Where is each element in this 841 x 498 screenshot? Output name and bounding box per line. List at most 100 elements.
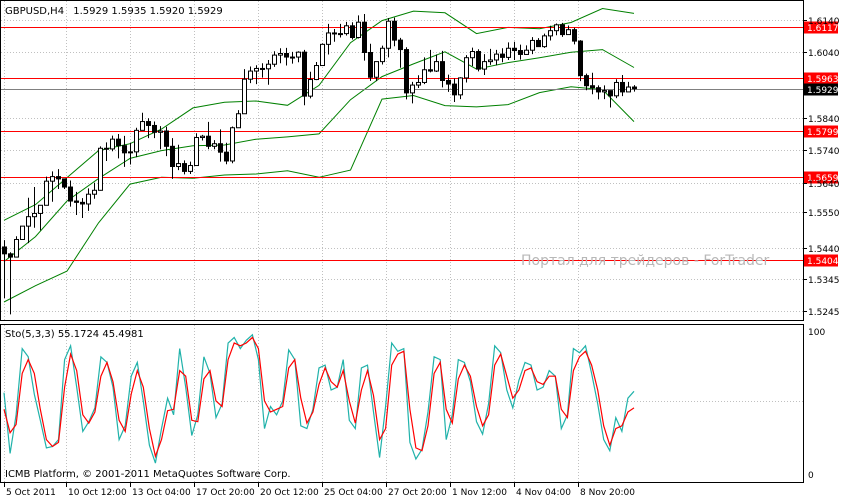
candle-bear bbox=[368, 51, 373, 78]
quotes-label: 1.5929 1.5935 1.5920 1.5929 bbox=[73, 6, 223, 17]
candle-bull bbox=[158, 130, 163, 133]
level-label: 1.5659 bbox=[807, 174, 839, 184]
candle-bear bbox=[476, 51, 481, 70]
price-tick-label: 1.5345 bbox=[808, 276, 840, 286]
candle-bear bbox=[218, 143, 223, 153]
level-label-bg bbox=[804, 21, 838, 34]
candle-bull bbox=[554, 24, 559, 32]
candle-bear bbox=[596, 87, 601, 93]
level-label-bg bbox=[804, 254, 838, 267]
candle-bear bbox=[206, 135, 211, 147]
candle-bull bbox=[374, 61, 379, 78]
candle-bull bbox=[494, 53, 499, 61]
time-tick-label: 4 Nov 04:00 bbox=[516, 488, 571, 498]
time-tick-label: 17 Oct 20:00 bbox=[196, 488, 255, 498]
candle-bull bbox=[236, 113, 241, 129]
candle-bull bbox=[50, 176, 55, 182]
candle-bull bbox=[566, 29, 571, 36]
time-tick-label: 8 Nov 20:00 bbox=[580, 488, 635, 498]
candle-bear bbox=[398, 39, 403, 51]
candle-bull bbox=[410, 84, 415, 94]
candle-bear bbox=[224, 151, 229, 162]
horizontal-levels: 1.6117 1.5963 1.5799 1.5659 1.5404 1.5929 bbox=[1, 21, 839, 267]
candle-bear bbox=[170, 145, 175, 168]
symbol-label: GBPUSD,H4 bbox=[5, 6, 64, 17]
candle-bear bbox=[2, 246, 7, 255]
candle-bull bbox=[86, 193, 91, 205]
candle-bull bbox=[434, 61, 439, 72]
candle-bull bbox=[314, 65, 319, 81]
candle-bull bbox=[380, 47, 385, 63]
candle-bull bbox=[278, 52, 283, 56]
candle-bear bbox=[56, 176, 61, 180]
candle-bull bbox=[140, 121, 145, 131]
level-label: 1.6117 bbox=[807, 24, 839, 34]
candle-bull bbox=[488, 59, 493, 63]
candle-bear bbox=[74, 200, 79, 203]
candle-bull bbox=[98, 147, 103, 191]
candle-bear bbox=[260, 67, 265, 70]
candle-bull bbox=[242, 78, 247, 115]
time-tick-label: 5 Oct 2011 bbox=[6, 488, 56, 498]
candle-bull bbox=[32, 212, 37, 218]
candle-bear bbox=[122, 145, 127, 154]
candle-bull bbox=[482, 61, 487, 70]
candle-bull bbox=[506, 47, 511, 58]
candle-bull bbox=[200, 135, 205, 139]
candle-bear bbox=[584, 75, 589, 87]
oscillator-scale-bottom: 0 bbox=[808, 471, 814, 481]
level-label: 1.5963 bbox=[807, 75, 839, 85]
time-tick-label: 20 Oct 12:00 bbox=[260, 488, 319, 498]
price-tick-label: 1.5245 bbox=[808, 308, 840, 318]
chart-header: GBPUSD,H4 1.5929 1.5935 1.5920 1.5929 bbox=[5, 6, 223, 17]
level-label-bg bbox=[804, 171, 838, 184]
stochastic-lines bbox=[3, 333, 635, 464]
candle-bull bbox=[464, 57, 469, 79]
candle-bear bbox=[362, 21, 367, 53]
candle-bull bbox=[194, 137, 199, 167]
candle-bull bbox=[134, 129, 139, 153]
level-label-bg bbox=[804, 125, 838, 138]
candle-bear bbox=[152, 124, 157, 133]
candle-bull bbox=[26, 216, 31, 227]
level-label-bg bbox=[804, 72, 838, 85]
price-pane-frame bbox=[0, 0, 804, 321]
candle-bear bbox=[560, 24, 565, 36]
candle-bull bbox=[530, 39, 535, 51]
candle-bear bbox=[404, 49, 409, 94]
candle-bear bbox=[572, 29, 577, 42]
candle-bull bbox=[20, 225, 25, 240]
price-tick-label: 1.6040 bbox=[808, 49, 840, 59]
candle-bear bbox=[608, 90, 613, 97]
candle-bear bbox=[284, 52, 289, 58]
candle-bull bbox=[614, 81, 619, 97]
candle-bear bbox=[146, 121, 151, 126]
candle-bull bbox=[296, 51, 301, 58]
level-label: 1.5404 bbox=[807, 257, 839, 267]
candle-bull bbox=[110, 138, 115, 150]
candle-bull bbox=[212, 143, 217, 147]
candle-bear bbox=[512, 47, 517, 52]
candle-bull bbox=[44, 180, 49, 206]
candle-bull bbox=[326, 32, 331, 45]
candle-bear bbox=[500, 53, 505, 58]
oscillator-grid bbox=[1, 325, 803, 482]
price-axis: 1.6140 1.6040 1.5840 1.5740 1.5640 1.5550 1.54… bbox=[804, 17, 840, 318]
stochastic-signal-line bbox=[3, 336, 635, 459]
candle-bear bbox=[182, 163, 187, 172]
price-tick-label: 1.5550 bbox=[808, 209, 840, 219]
candle-bull bbox=[14, 238, 19, 258]
candle-bull bbox=[248, 70, 253, 80]
candle-bull bbox=[344, 25, 349, 35]
candle-bear bbox=[80, 201, 85, 205]
candle-bull bbox=[320, 43, 325, 67]
candle-bull bbox=[92, 189, 97, 195]
candle-bull bbox=[356, 21, 361, 39]
candle-bear bbox=[518, 50, 523, 55]
stochastic-main-line bbox=[3, 333, 635, 464]
current-price-label-bg bbox=[804, 83, 838, 96]
candle-bear bbox=[8, 253, 13, 258]
candle-bear bbox=[428, 69, 433, 72]
candle-bear bbox=[620, 81, 625, 93]
